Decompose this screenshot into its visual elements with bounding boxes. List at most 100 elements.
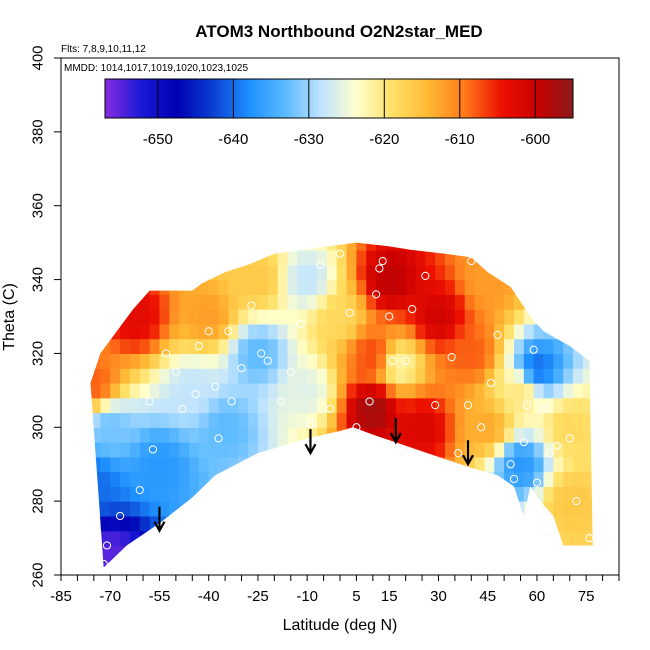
heatmap-cell — [208, 338, 220, 355]
heatmap-cell — [277, 264, 289, 281]
heatmap-cell — [563, 515, 574, 532]
heatmap-cell — [149, 368, 161, 384]
heatmap-cell — [218, 338, 229, 355]
heatmap-cell — [159, 279, 170, 295]
heatmap-cell — [494, 412, 505, 428]
heatmap-cell — [307, 560, 318, 568]
heatmap-cell — [100, 294, 111, 310]
heatmap-cell — [198, 545, 210, 561]
heatmap-cell — [149, 397, 161, 414]
heatmap-cell — [395, 279, 407, 295]
heatmap-cell — [425, 486, 436, 502]
heatmap-cell — [395, 427, 407, 443]
observation-point — [529, 345, 538, 354]
heatmap-cell — [139, 294, 151, 310]
heatmap-cell — [376, 382, 387, 399]
heatmap-cell — [307, 515, 318, 532]
heatmap-cell — [474, 368, 486, 384]
heatmap-cell — [376, 242, 387, 251]
heatmap-cell — [533, 456, 545, 473]
heatmap-cell — [494, 486, 505, 502]
observation-point — [237, 364, 246, 373]
heatmap-cell — [435, 530, 446, 547]
heatmap-cell — [218, 264, 229, 281]
heatmap-cell — [366, 427, 377, 443]
heatmap-cell — [582, 515, 593, 532]
heatmap-cell — [445, 515, 456, 532]
heatmap-cell — [307, 353, 318, 369]
heatmap-cell — [159, 309, 170, 325]
heatmap-cell — [189, 309, 200, 325]
heatmap-cell — [179, 515, 190, 532]
heatmap-cell — [356, 242, 367, 251]
heatmap-cell — [149, 545, 161, 561]
heatmap-cell — [297, 545, 308, 561]
heatmap-cell — [376, 264, 387, 281]
heatmap-cell — [198, 353, 210, 369]
heatmap-cell — [277, 368, 289, 384]
observation-point — [352, 423, 361, 432]
heatmap-cell — [71, 383, 81, 398]
heatmap-cell — [90, 368, 101, 384]
heatmap-cell — [494, 250, 505, 266]
heatmap-cell — [287, 412, 298, 428]
heatmap-cell — [100, 486, 111, 502]
heatmap-cell — [376, 279, 387, 295]
heatmap-cell — [297, 264, 308, 281]
heatmap-cell — [317, 338, 328, 355]
heatmap-cell — [71, 486, 81, 501]
heatmap-cell — [563, 545, 574, 561]
heatmap-cell — [445, 353, 456, 369]
heatmap-cell — [464, 323, 476, 340]
heatmap-cell — [533, 545, 545, 561]
heatmap-cell — [120, 471, 131, 487]
heatmap-cell — [238, 545, 249, 561]
heatmap-cell — [582, 368, 593, 384]
heatmap-cell — [425, 456, 436, 473]
heatmap-cell — [385, 338, 397, 355]
heatmap-cell — [179, 486, 190, 502]
heatmap-cell — [90, 412, 92, 428]
heatmap-cell — [169, 456, 180, 473]
observation-point — [316, 260, 325, 269]
heatmap-cell — [248, 309, 259, 325]
heatmap-cell — [425, 323, 436, 340]
heatmap-cell — [346, 264, 358, 281]
heatmap-cell — [612, 383, 622, 398]
heatmap-cell — [484, 353, 495, 369]
heatmap-cell — [513, 242, 525, 251]
heatmap-cell — [474, 515, 486, 532]
heatmap-cell — [139, 353, 151, 369]
heatmap-cell — [169, 264, 180, 281]
heatmap-cell — [169, 353, 180, 369]
heatmap-cell — [513, 545, 525, 561]
heatmap-cell — [405, 323, 417, 340]
heatmap-cell — [543, 250, 554, 266]
heatmap-cell — [257, 530, 269, 547]
heatmap-cell — [573, 382, 584, 399]
x-tick-label: 75 — [578, 588, 595, 605]
heatmap-cell — [71, 309, 81, 324]
heatmap-cell — [90, 242, 101, 251]
heatmap-cell — [484, 515, 495, 532]
heatmap-cell — [297, 530, 308, 547]
heatmap-cell — [543, 309, 554, 325]
heatmap-cell — [464, 353, 476, 369]
heatmap-cell — [336, 279, 348, 295]
heatmap-cell — [484, 471, 495, 487]
heatmap-cell — [494, 309, 505, 325]
heatmap-cell — [208, 368, 220, 384]
heatmap-cell — [474, 294, 486, 310]
heatmap-cell — [228, 338, 239, 355]
heatmap-cell — [238, 323, 249, 340]
heatmap-cell — [563, 501, 574, 517]
heatmap-cell — [504, 309, 515, 325]
heatmap-cell — [425, 368, 436, 384]
heatmap-cell — [179, 250, 190, 266]
heatmap-cell — [257, 309, 269, 325]
heatmap-cell — [287, 353, 298, 369]
heatmap-cell — [228, 442, 239, 458]
heatmap-cell — [415, 338, 426, 355]
heatmap-cell — [90, 545, 101, 561]
heatmap-cell — [445, 264, 456, 281]
